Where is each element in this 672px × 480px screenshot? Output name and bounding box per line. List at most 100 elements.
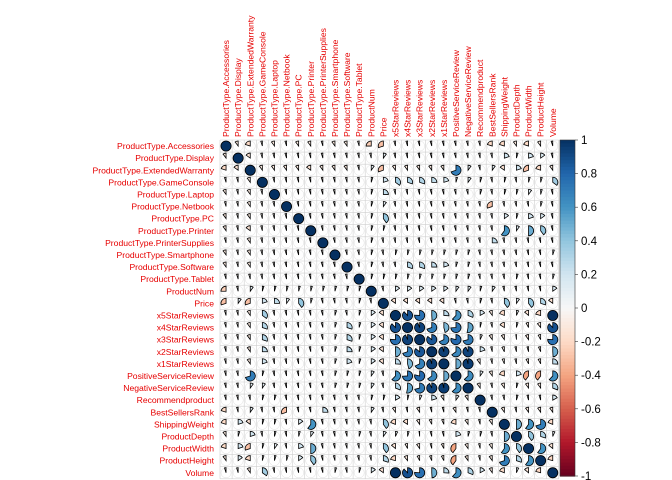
correlation-cell	[353, 358, 365, 370]
correlation-cell	[269, 225, 280, 237]
correlation-cell	[438, 322, 450, 333]
correlation-cell	[499, 164, 510, 176]
correlation-cell	[547, 443, 559, 454]
correlation-cell	[535, 322, 546, 333]
correlation-cell	[353, 443, 365, 454]
correlation-cell	[269, 309, 280, 321]
column-label: ProductType.GameConsole	[257, 31, 267, 137]
colorbar-tick-label: 0.8	[581, 169, 597, 181]
correlation-cell	[547, 176, 559, 188]
correlation-cell	[378, 382, 389, 394]
correlation-cell	[511, 152, 522, 164]
correlation-cell	[317, 418, 329, 430]
correlation-cell	[305, 382, 317, 394]
correlation-cell	[486, 309, 498, 321]
correlation-cell	[523, 273, 534, 285]
correlation-cell	[378, 322, 389, 333]
correlation-cell	[281, 443, 292, 454]
correlation-cell	[438, 152, 450, 164]
correlation-cell	[377, 140, 389, 152]
correlation-cell	[486, 394, 498, 406]
row-label: PositiveServiceReview	[127, 371, 215, 381]
column-label: ProductDepth	[511, 84, 521, 137]
correlation-cell	[232, 430, 244, 442]
correlation-cell	[414, 430, 425, 442]
correlation-cell	[244, 237, 256, 249]
correlation-cell	[329, 164, 341, 176]
correlation-cell	[378, 152, 389, 164]
correlation-cell	[365, 152, 377, 164]
correlation-cell	[329, 370, 341, 382]
correlation-cell	[535, 285, 546, 297]
correlation-cell	[389, 334, 401, 346]
correlation-cell	[317, 406, 329, 418]
correlation-cell	[244, 164, 256, 176]
correlation-cell	[438, 443, 450, 454]
correlation-cell	[523, 322, 534, 333]
correlation-cell	[269, 346, 280, 358]
row-labels: ProductType.Accessories ProductType.Displ…	[93, 141, 215, 478]
correlation-cell	[450, 309, 462, 321]
correlation-cell	[329, 140, 341, 152]
correlation-cell	[486, 188, 498, 200]
correlation-cell	[462, 140, 474, 152]
correlation-cell	[450, 188, 462, 200]
correlation-cell	[232, 152, 244, 164]
correlation-cell	[414, 322, 426, 333]
correlation-cell	[390, 164, 401, 176]
correlation-cell	[305, 152, 317, 164]
row-label: Price	[194, 298, 214, 308]
correlation-cell	[438, 358, 450, 370]
correlation-cell	[269, 261, 280, 273]
correlation-cell	[486, 225, 498, 237]
correlation-cell	[220, 273, 232, 285]
correlation-cell	[293, 225, 304, 237]
correlation-cell	[329, 273, 341, 285]
correlation-cell	[232, 370, 244, 382]
correlation-cell	[402, 406, 413, 418]
correlation-cell	[281, 176, 292, 188]
correlation-cell	[486, 297, 498, 309]
correlation-cell	[438, 297, 450, 309]
correlation-cell	[281, 346, 292, 358]
correlation-cell	[535, 467, 546, 479]
correlation-cell	[305, 346, 317, 358]
correlation-cell	[317, 225, 329, 237]
correlation-cell	[269, 297, 280, 309]
correlation-cell	[365, 358, 377, 370]
correlation-cell	[341, 249, 353, 261]
correlation-cell	[511, 237, 522, 249]
column-label: ProductType.Smartphone	[330, 39, 340, 137]
column-label: ProductType.Printer	[306, 61, 316, 137]
correlation-cell	[535, 201, 546, 212]
correlation-cell	[499, 225, 510, 237]
row-label: ProductWidth	[162, 444, 214, 454]
correlation-cell	[523, 382, 534, 394]
correlation-cell	[293, 406, 304, 418]
correlation-cell	[293, 297, 305, 309]
correlation-cell	[450, 467, 462, 479]
correlation-cell	[547, 467, 559, 479]
correlation-cell	[365, 297, 377, 309]
correlation-cell	[523, 140, 534, 152]
correlation-cell	[281, 309, 292, 321]
correlation-cell	[462, 370, 474, 382]
correlation-cell	[220, 358, 232, 370]
correlation-cell	[329, 261, 341, 273]
correlation-cell	[523, 297, 534, 309]
correlation-cell	[269, 285, 280, 297]
correlation-cell	[474, 358, 486, 370]
correlation-cell	[499, 273, 510, 285]
correlation-cell	[438, 430, 450, 442]
correlation-cell	[547, 237, 559, 249]
row-label: BestSellersRank	[150, 407, 214, 417]
correlation-cell	[353, 297, 365, 309]
correlation-cell	[438, 334, 450, 346]
correlation-cell	[232, 346, 244, 358]
correlation-cell	[269, 382, 280, 394]
correlation-cell	[244, 467, 256, 479]
correlation-cell	[450, 370, 462, 382]
correlation-cell	[329, 346, 341, 358]
correlation-cell	[365, 418, 377, 430]
correlation-cell	[305, 430, 317, 442]
